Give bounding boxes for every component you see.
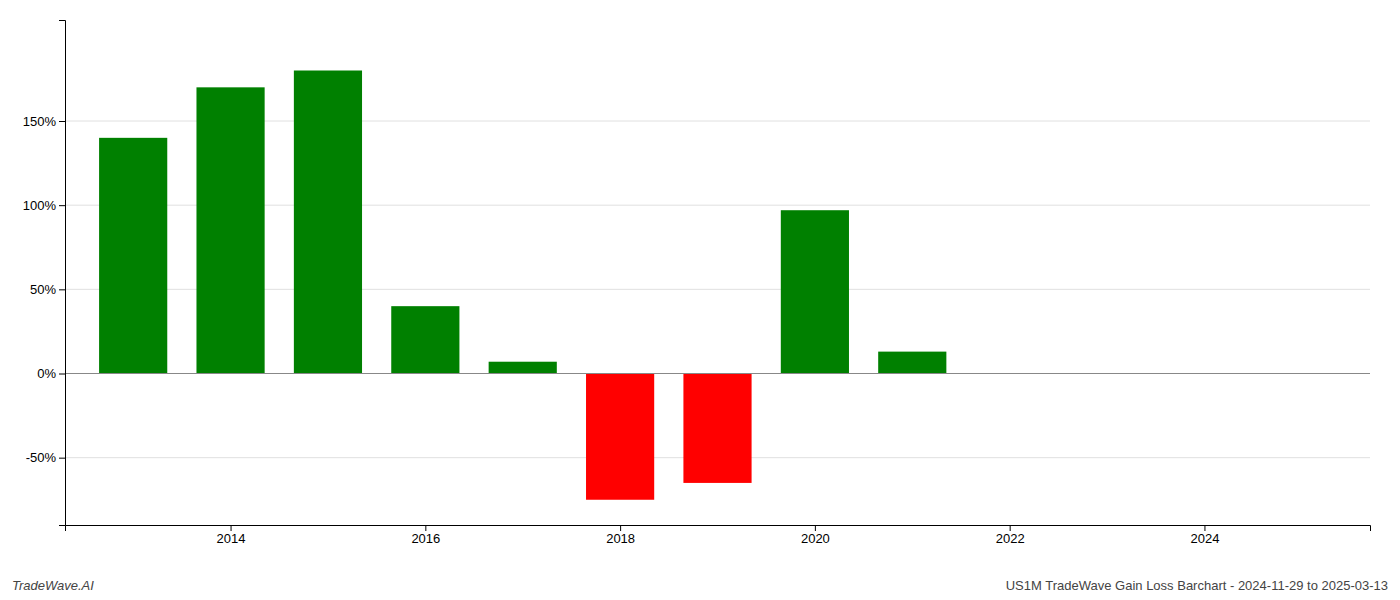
footer-left: TradeWave.AI <box>12 578 94 593</box>
y-tick-mark <box>59 289 65 290</box>
x-tick-label: 2022 <box>996 531 1025 546</box>
bar <box>196 87 264 373</box>
y-axis: -50% 0% 50% 100% 150% <box>23 21 66 526</box>
bar <box>586 374 654 500</box>
bars <box>99 71 946 500</box>
y-tick: 50% <box>30 282 65 297</box>
bar <box>878 352 946 374</box>
x-tick: 2024 <box>1190 525 1219 546</box>
y-tick: 150% <box>23 114 65 129</box>
x-tick: 2018 <box>606 525 635 546</box>
y-tick: 100% <box>23 198 65 213</box>
grid-line <box>65 373 1370 374</box>
y-tick-mark <box>59 121 65 122</box>
x-tick: 2016 <box>411 525 440 546</box>
chart: 2014 2016 2018 2020 2022 2024 -50% 0% 50% 100% 150… <box>0 0 1400 600</box>
x-tick-mark <box>425 525 426 531</box>
x-tick-mark <box>231 525 232 531</box>
x-tick-mark <box>815 525 816 531</box>
y-tick: -50% <box>26 450 65 465</box>
plot: 2014 2016 2018 2020 2022 2024 -50% 0% 50% 100% 150… <box>23 21 1371 547</box>
x-tick-label: 2016 <box>411 531 440 546</box>
x-tick-label: 2020 <box>801 531 830 546</box>
x-axis-line <box>66 526 1371 532</box>
x-tick: 2022 <box>996 525 1025 546</box>
x-tick-mark <box>1204 525 1205 531</box>
x-axis: 2014 2016 2018 2020 2022 2024 <box>66 525 1371 546</box>
x-tick-label: 2024 <box>1190 531 1219 546</box>
y-tick-mark <box>59 205 65 206</box>
x-tick: 2020 <box>801 525 830 546</box>
bar <box>294 71 362 374</box>
bar <box>391 306 459 373</box>
footer-right: US1M TradeWave Gain Loss Barchart - 2024… <box>1006 578 1388 593</box>
x-tick: 2014 <box>217 525 246 546</box>
y-tick-label: 50% <box>30 282 56 297</box>
y-axis-line <box>59 21 66 526</box>
y-tick-label: 100% <box>23 198 57 213</box>
y-tick-label: 150% <box>23 114 57 129</box>
y-tick-label: -50% <box>26 450 57 465</box>
bar <box>683 374 751 483</box>
x-tick-label: 2014 <box>217 531 246 546</box>
bar <box>99 138 167 374</box>
x-tick-mark <box>1010 525 1011 531</box>
y-tick-mark <box>59 458 65 459</box>
bar <box>781 210 849 373</box>
x-tick-label: 2018 <box>606 531 635 546</box>
y-tick-label: 0% <box>37 366 56 381</box>
bar <box>489 362 557 374</box>
y-tick-mark <box>59 374 65 375</box>
x-tick-mark <box>620 525 621 531</box>
zero-line <box>65 373 1370 374</box>
y-tick: 0% <box>37 366 65 381</box>
